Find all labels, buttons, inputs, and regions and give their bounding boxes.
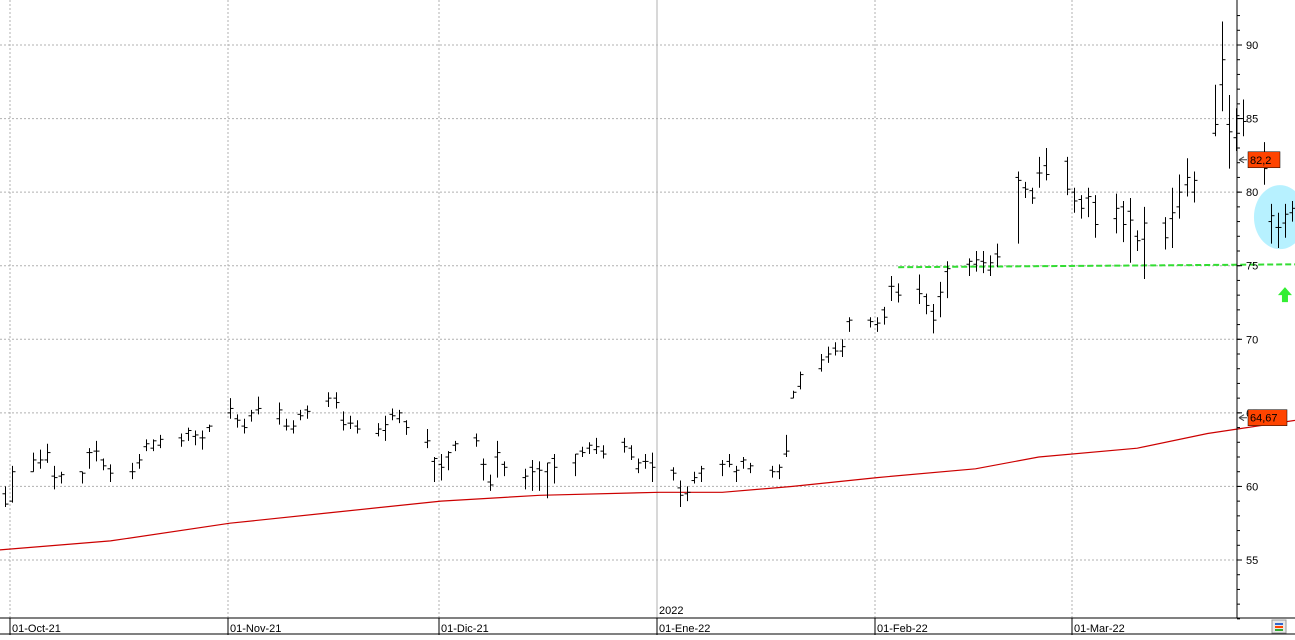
y-tick-label: 55 [1246, 555, 1258, 567]
y-tick-label: 85 [1246, 114, 1258, 126]
x-tick-label: 01-Nov-21 [230, 623, 281, 635]
y-tick-label: 60 [1246, 481, 1258, 493]
y-tick-label: 75 [1246, 261, 1258, 273]
x-tick-label: 01-Ene-22 [659, 623, 710, 635]
y-tick-label: 90 [1246, 40, 1258, 52]
price-badge-label: 82,2 [1250, 155, 1271, 167]
color-palette-icon[interactable] [1272, 620, 1286, 633]
year-label: 2022 [659, 605, 683, 617]
x-tick-label: 01-Feb-22 [877, 623, 928, 635]
price-badge-label: 64,67 [1250, 413, 1278, 425]
y-tick-label: 70 [1246, 334, 1258, 346]
y-tick-label: 80 [1246, 187, 1258, 199]
x-tick-label: 01-Mar-22 [1074, 623, 1125, 635]
x-tick-label: 01-Oct-21 [12, 623, 61, 635]
x-tick-label: 01-Dic-21 [441, 623, 489, 635]
